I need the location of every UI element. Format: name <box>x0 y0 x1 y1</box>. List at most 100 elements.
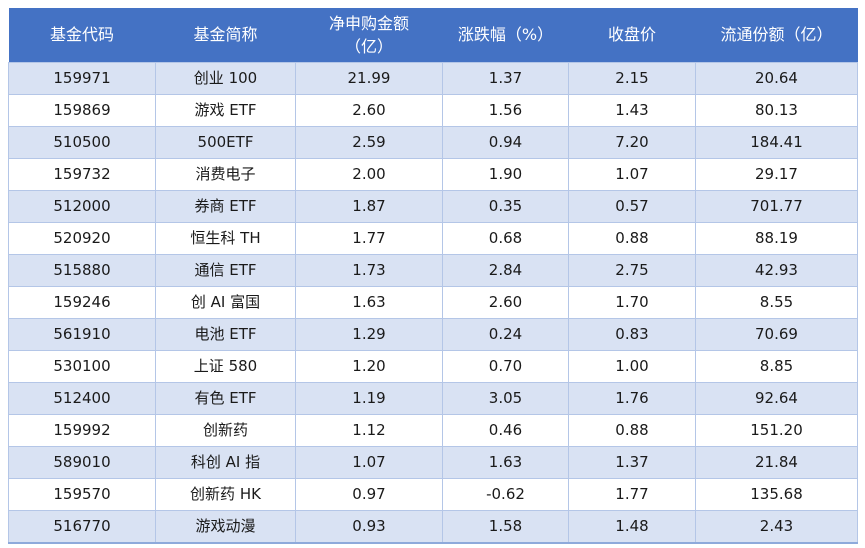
fund-flow-table: 基金代码 基金简称 净申购金额 （亿） 涨跌幅（%） 收盘价 流通份额（亿） 159971… <box>8 8 858 544</box>
cell-name: 创 AI 富国 <box>155 286 296 319</box>
table-row: 159246 创 AI 富国 1.63 2.60 1.70 8.55 <box>8 286 858 319</box>
cell-close: 0.88 <box>568 222 696 255</box>
table-row: 512000 券商 ETF 1.87 0.35 0.57 701.77 <box>8 190 858 223</box>
table-row: 159570 创新药 HK 0.97 -0.62 1.77 135.68 <box>8 478 858 511</box>
cell-code: 512000 <box>8 190 156 223</box>
cell-name: 消费电子 <box>155 158 296 191</box>
cell-close: 0.88 <box>568 414 696 447</box>
cell-float_shares: 20.64 <box>695 62 858 95</box>
table-row: 159971 创业 100 21.99 1.37 2.15 20.64 <box>8 62 858 95</box>
cell-change_pct: 3.05 <box>442 382 569 415</box>
column-header-close: 收盘价 <box>568 8 696 63</box>
cell-close: 1.76 <box>568 382 696 415</box>
cell-change_pct: 0.68 <box>442 222 569 255</box>
table-row: 515880 通信 ETF 1.73 2.84 2.75 42.93 <box>8 254 858 287</box>
table-row: 510500 500ETF 2.59 0.94 7.20 184.41 <box>8 126 858 159</box>
cell-code: 159992 <box>8 414 156 447</box>
cell-net_purchase: 2.00 <box>295 158 443 191</box>
cell-net_purchase: 1.20 <box>295 350 443 383</box>
cell-float_shares: 701.77 <box>695 190 858 223</box>
cell-net_purchase: 1.19 <box>295 382 443 415</box>
cell-code: 530100 <box>8 350 156 383</box>
cell-float_shares: 151.20 <box>695 414 858 447</box>
cell-name: 券商 ETF <box>155 190 296 223</box>
column-header-change_pct: 涨跌幅（%） <box>442 8 569 63</box>
cell-code: 510500 <box>8 126 156 159</box>
cell-net_purchase: 21.99 <box>295 62 443 95</box>
cell-name: 恒生科 TH <box>155 222 296 255</box>
cell-change_pct: 0.94 <box>442 126 569 159</box>
cell-float_shares: 2.43 <box>695 510 858 544</box>
column-header-float_shares: 流通份额（亿） <box>695 8 858 63</box>
table-row: 589010 科创 AI 指 1.07 1.63 1.37 21.84 <box>8 446 858 479</box>
cell-code: 159971 <box>8 62 156 95</box>
cell-net_purchase: 1.12 <box>295 414 443 447</box>
cell-float_shares: 70.69 <box>695 318 858 351</box>
table-row: 520920 恒生科 TH 1.77 0.68 0.88 88.19 <box>8 222 858 255</box>
cell-float_shares: 21.84 <box>695 446 858 479</box>
cell-change_pct: 2.60 <box>442 286 569 319</box>
cell-change_pct: 2.84 <box>442 254 569 287</box>
cell-close: 1.37 <box>568 446 696 479</box>
cell-name: 创新药 HK <box>155 478 296 511</box>
cell-code: 512400 <box>8 382 156 415</box>
column-header-net_purchase: 净申购金额 （亿） <box>295 8 443 63</box>
cell-float_shares: 92.64 <box>695 382 858 415</box>
header-row: 基金代码 基金简称 净申购金额 （亿） 涨跌幅（%） 收盘价 流通份额（亿） <box>8 8 858 63</box>
table-body: 159971 创业 100 21.99 1.37 2.15 20.64 159869 游戏 E… <box>8 62 858 544</box>
cell-code: 159570 <box>8 478 156 511</box>
cell-float_shares: 88.19 <box>695 222 858 255</box>
cell-net_purchase: 0.93 <box>295 510 443 544</box>
cell-float_shares: 184.41 <box>695 126 858 159</box>
cell-change_pct: 0.46 <box>442 414 569 447</box>
cell-close: 2.75 <box>568 254 696 287</box>
cell-close: 0.57 <box>568 190 696 223</box>
table-row: 159732 消费电子 2.00 1.90 1.07 29.17 <box>8 158 858 191</box>
cell-change_pct: 1.90 <box>442 158 569 191</box>
table-row: 512400 有色 ETF 1.19 3.05 1.76 92.64 <box>8 382 858 415</box>
cell-net_purchase: 1.73 <box>295 254 443 287</box>
cell-close: 2.15 <box>568 62 696 95</box>
cell-name: 创新药 <box>155 414 296 447</box>
cell-close: 1.77 <box>568 478 696 511</box>
cell-net_purchase: 2.60 <box>295 94 443 127</box>
cell-float_shares: 8.55 <box>695 286 858 319</box>
cell-net_purchase: 1.63 <box>295 286 443 319</box>
cell-name: 上证 580 <box>155 350 296 383</box>
cell-close: 7.20 <box>568 126 696 159</box>
cell-float_shares: 29.17 <box>695 158 858 191</box>
cell-code: 159869 <box>8 94 156 127</box>
cell-net_purchase: 2.59 <box>295 126 443 159</box>
cell-code: 589010 <box>8 446 156 479</box>
cell-change_pct: 0.24 <box>442 318 569 351</box>
cell-code: 515880 <box>8 254 156 287</box>
cell-name: 电池 ETF <box>155 318 296 351</box>
table-row: 561910 电池 ETF 1.29 0.24 0.83 70.69 <box>8 318 858 351</box>
cell-net_purchase: 1.07 <box>295 446 443 479</box>
column-header-name: 基金简称 <box>155 8 296 63</box>
cell-name: 通信 ETF <box>155 254 296 287</box>
cell-name: 游戏 ETF <box>155 94 296 127</box>
cell-close: 0.83 <box>568 318 696 351</box>
column-header-code: 基金代码 <box>8 8 156 63</box>
cell-name: 500ETF <box>155 126 296 159</box>
table-row: 516770 游戏动漫 0.93 1.58 1.48 2.43 <box>8 510 858 544</box>
cell-close: 1.43 <box>568 94 696 127</box>
table-header: 基金代码 基金简称 净申购金额 （亿） 涨跌幅（%） 收盘价 流通份额（亿） <box>8 8 858 63</box>
cell-float_shares: 8.85 <box>695 350 858 383</box>
cell-close: 1.70 <box>568 286 696 319</box>
cell-name: 创业 100 <box>155 62 296 95</box>
cell-net_purchase: 1.87 <box>295 190 443 223</box>
cell-code: 159732 <box>8 158 156 191</box>
cell-change_pct: 0.35 <box>442 190 569 223</box>
cell-name: 有色 ETF <box>155 382 296 415</box>
cell-net_purchase: 1.29 <box>295 318 443 351</box>
cell-net_purchase: 1.77 <box>295 222 443 255</box>
cell-name: 科创 AI 指 <box>155 446 296 479</box>
cell-close: 1.00 <box>568 350 696 383</box>
cell-code: 561910 <box>8 318 156 351</box>
table-row: 159992 创新药 1.12 0.46 0.88 151.20 <box>8 414 858 447</box>
cell-code: 516770 <box>8 510 156 544</box>
cell-float_shares: 42.93 <box>695 254 858 287</box>
